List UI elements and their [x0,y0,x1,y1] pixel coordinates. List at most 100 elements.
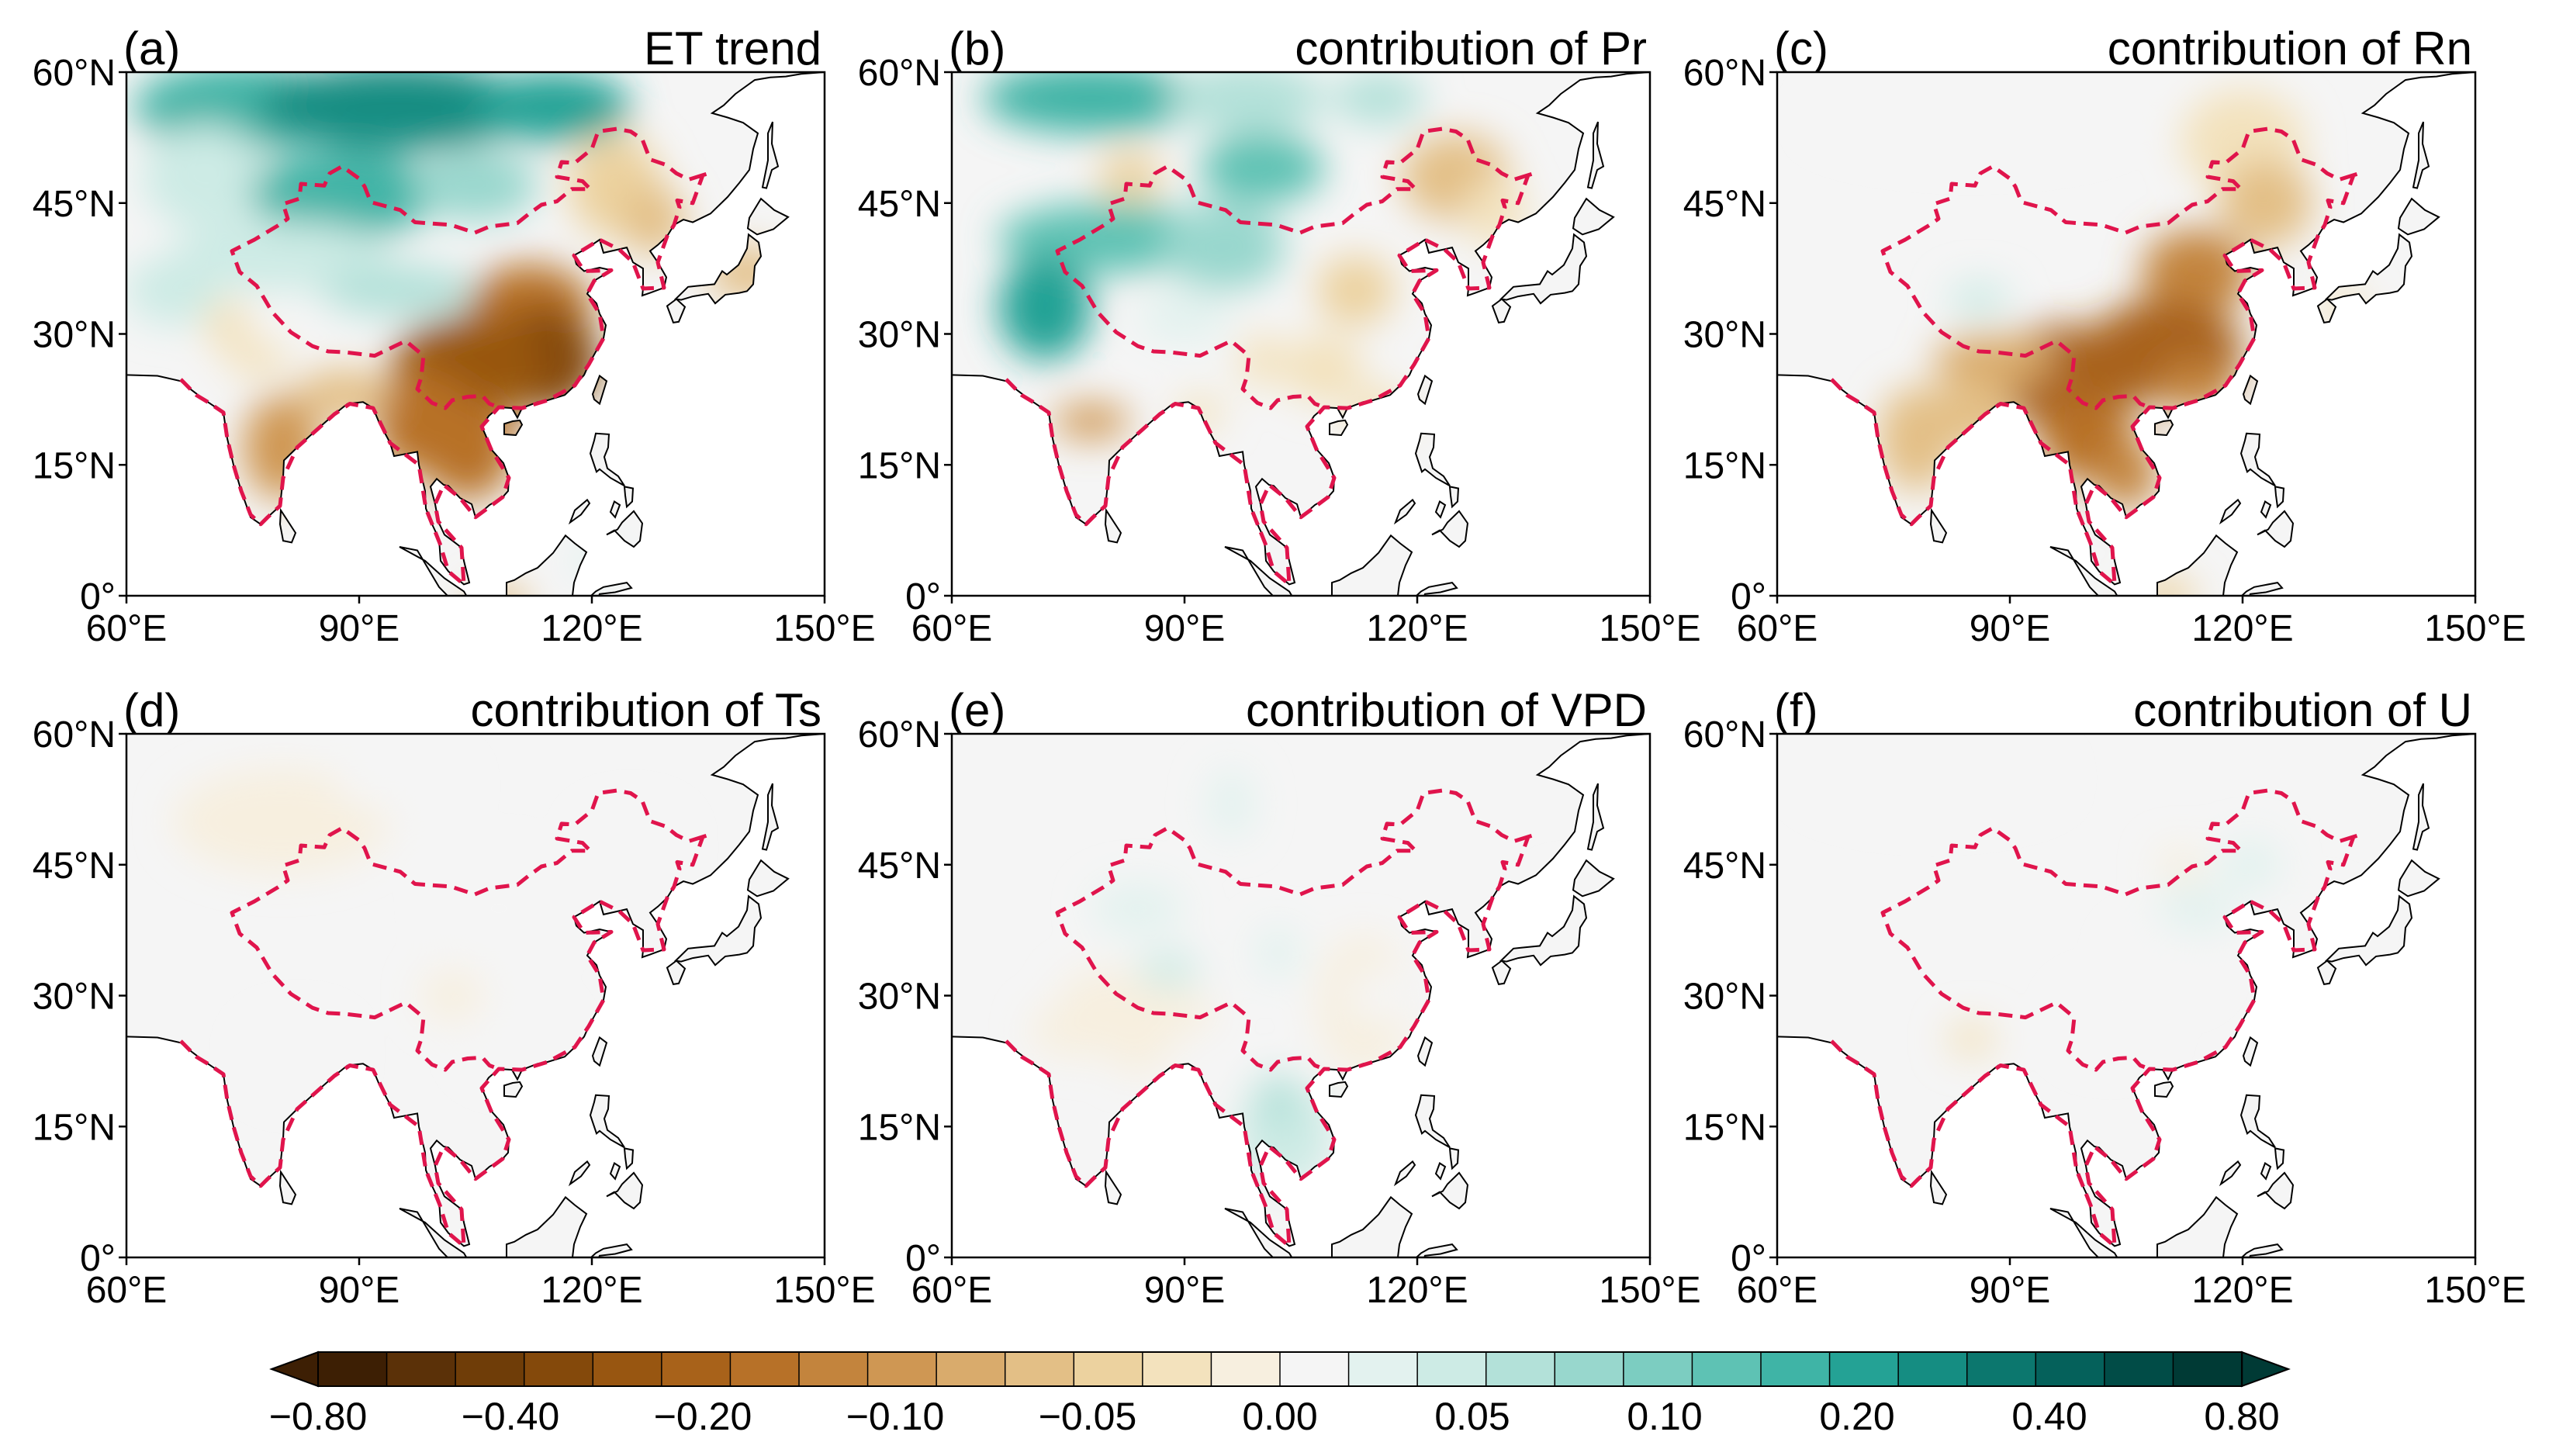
x-tick-label: 60°E [911,1270,993,1311]
field-cell [142,124,266,230]
field-cell [1138,290,1231,343]
colorbar-swatch [455,1351,525,1387]
colorbar-tick-label: −0.20 [654,1395,752,1438]
panel-letter: (e) [949,684,1005,736]
y-tick-label: 15°N [858,445,941,486]
y-tick-label: 0° [905,1238,941,1279]
colorbar-swatch [1416,1351,1487,1387]
field-cell [2157,847,2204,883]
x-tick-label: 90°E [1144,1270,1226,1311]
panel-title: contribution of Pr [1295,22,1647,74]
panel-d: (d) contribution of Ts 60°E 90°E 120°E 150°… [33,684,876,1311]
x-tick-label: 90°E [1970,1270,2051,1311]
field-cell [1169,72,1324,133]
colorbar-tick-label: −0.05 [1039,1395,1137,1438]
field-cell [1239,334,1285,386]
field-cell [126,255,220,326]
colorbar-tick-label: −0.40 [462,1395,560,1438]
colorbar-swatch [1279,1351,1350,1387]
colorbar: −0.80 −0.40 −0.20 −0.10 −0.05 0.00 0.05 0.10 0.2… [269,1351,2291,1438]
field-cell [1200,133,1324,203]
field-cell [2142,229,2250,316]
y-tick-label: 45°N [858,846,941,887]
x-tick-label: 120°E [1366,1270,1468,1311]
x-tick-label: 90°E [319,1270,400,1311]
colorbar-swatch [386,1351,457,1387]
y-tick-label: 0° [80,576,116,617]
panel-c: (c) contribution of Rn 60°E 90°E 120°E 150°… [1683,22,2527,649]
field-cell [983,72,1200,133]
colorbar-swatch [1004,1351,1075,1387]
y-tick-label: 60°N [33,714,116,756]
field-cell [1091,882,1185,935]
colorbar-swatch [1828,1351,1900,1387]
y-tick-label: 30°N [858,315,941,356]
y-tick-label: 60°N [1683,53,1766,94]
field-cell [1332,72,1425,125]
colorbar-swatch [729,1351,801,1387]
x-tick-label: 150°E [773,1270,875,1311]
field-cell [1948,282,2010,316]
panel-b: (b) contribution of Pr 60°E 90°E 120°E 150°… [858,22,1701,649]
y-tick-label: 15°N [33,1107,116,1148]
field-cell [1138,952,1200,987]
x-tick-label: 90°E [1970,608,2051,649]
field-cell [1060,969,1153,1022]
field-cell [413,150,538,221]
panel-letter: (b) [949,22,1005,74]
y-tick-label: 15°N [858,1107,941,1148]
field-cell [1208,769,1254,839]
field-cell [1254,1074,1301,1127]
field-cell [2219,159,2312,247]
colorbar-swatch [1347,1351,1419,1387]
field-cell [998,202,1216,273]
colorbar-tick-label: 0.80 [2204,1395,2279,1438]
field-cell [1948,1022,1994,1057]
colorbar-tick-label: 0.05 [1434,1395,1510,1438]
colorbar-swatch [1897,1351,1968,1387]
x-tick-label: 60°E [86,608,168,649]
field-cell [476,72,631,142]
field-cell [421,969,483,1022]
y-tick-label: 30°N [858,977,941,1018]
colorbar-tick-label: 0.40 [2011,1395,2087,1438]
panel-title: contribution of U [2133,684,2472,736]
field-cell [251,1022,344,1092]
field-cell [2157,882,2235,935]
colorbar-tick-label: −0.10 [846,1395,945,1438]
field-cell [1099,150,1161,203]
colorbar-extend-low [269,1351,319,1388]
colorbar-extend-high [2241,1351,2291,1388]
panel-title: ET trend [644,22,821,74]
x-tick-label: 120°E [2191,608,2293,649]
field-cell [227,342,289,378]
field-cell [173,220,390,291]
panel-a: (a) ET trend 60°E 90°E 120°E 150°E 60°N 45°N 3… [33,22,876,649]
colorbar-swatch [1760,1351,1831,1387]
colorbar-swatch [592,1351,663,1387]
field-cell [2219,839,2281,891]
panel-letter: (a) [123,22,180,74]
colorbar-swatch [2172,1351,2243,1387]
field-cell [1316,255,1394,326]
field-cell [1161,202,1285,291]
colorbar-swatch [1691,1351,1762,1387]
colorbar-swatch [1623,1351,1693,1387]
field-cell [2064,987,2157,1057]
colorbar-swatch [1142,1351,1212,1387]
y-tick-label: 60°N [33,53,116,94]
colorbar-swatch [523,1351,594,1387]
field-cell [1347,969,1409,1022]
x-tick-label: 150°E [2424,1270,2526,1311]
panel-title: contribution of VPD [1246,684,1647,736]
field-cell [1254,925,1301,978]
x-tick-label: 60°E [86,1270,168,1311]
x-tick-label: 150°E [1599,608,1700,649]
colorbar-swatch [2035,1351,2106,1387]
colorbar-swatch [1210,1351,1281,1387]
field-cell [2118,925,2212,996]
panel-title: contribution of Ts [471,684,822,736]
field-cell [204,299,251,351]
x-tick-label: 60°E [911,608,993,649]
field-cell [258,72,538,151]
